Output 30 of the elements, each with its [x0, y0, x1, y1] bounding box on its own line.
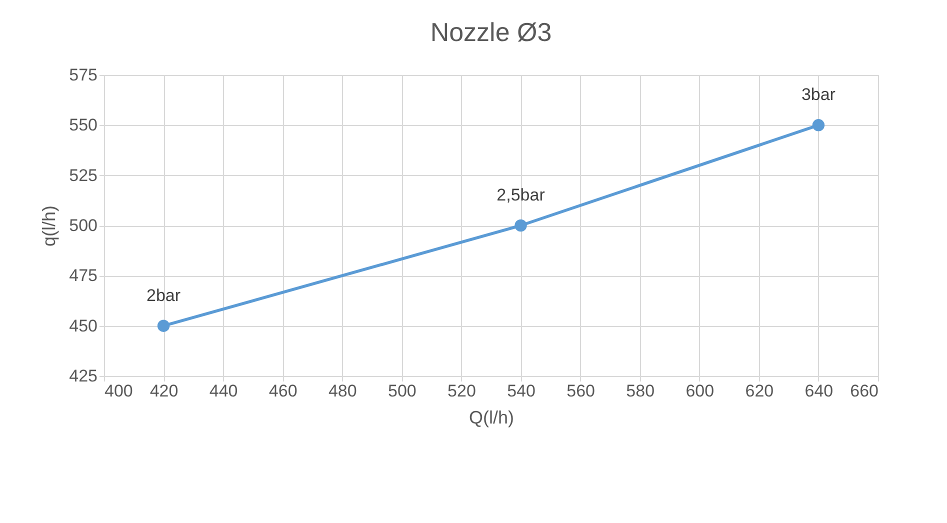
x-axis-title: Q(l/h)	[469, 408, 514, 428]
y-tick-label: 450	[69, 316, 98, 336]
x-tick-label: 420	[150, 382, 178, 400]
x-tick-label: 640	[804, 382, 834, 400]
x-tick-label: 500	[388, 382, 416, 400]
point	[514, 219, 527, 232]
y-tick-label: 575	[69, 66, 98, 84]
chart-title: Nozzle Ø3	[430, 17, 552, 47]
point	[812, 119, 825, 132]
y-tick-label: 525	[69, 166, 98, 185]
y-tick-label: 500	[69, 216, 98, 235]
x-tick-label: 440	[209, 382, 238, 400]
x-tick-label: 580	[626, 382, 655, 400]
x-tick-label: 660	[850, 382, 878, 400]
x-tick-label: 560	[566, 382, 595, 400]
point	[157, 320, 170, 332]
y-axis-title: q(l/h)	[39, 205, 60, 247]
x-tick-label: 400	[104, 382, 133, 400]
x-tick-label: 620	[745, 382, 774, 400]
y-tick-label: 550	[69, 116, 98, 135]
annotation: 3bar	[801, 85, 836, 104]
x-tick-label: 520	[448, 382, 476, 400]
annotation: 2bar	[146, 286, 181, 305]
x-tick-label: 460	[268, 382, 298, 400]
x-tick-label: 540	[507, 382, 536, 400]
x-tick-label: 480	[328, 382, 357, 400]
x-tick-label: 600	[686, 382, 714, 400]
annotation: 2,5bar	[496, 186, 546, 204]
y-tick-label: 425	[69, 366, 98, 386]
y-tick-label: 475	[69, 266, 98, 286]
